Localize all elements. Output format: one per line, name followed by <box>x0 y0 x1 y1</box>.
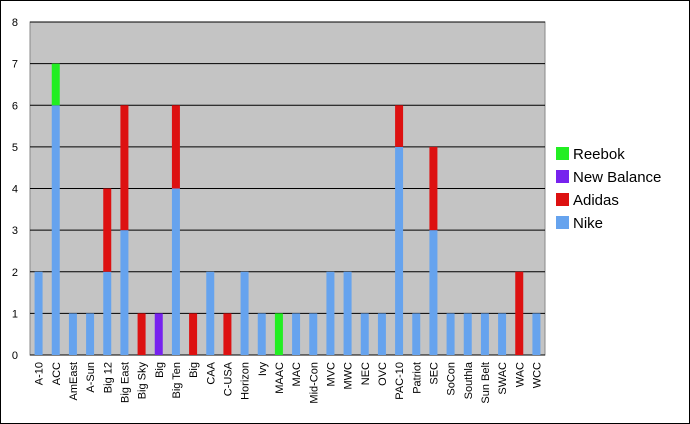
bar-segment <box>206 271 215 355</box>
x-tick-label: CAA <box>205 361 217 384</box>
y-tick-label: 3 <box>12 225 18 237</box>
bar-segment <box>171 188 180 355</box>
legend-swatch <box>556 193 569 206</box>
x-tick-label: WAC <box>514 362 526 387</box>
x-tick-label: Southla <box>463 361 475 399</box>
bar-segment <box>395 105 404 147</box>
bar-segment <box>189 313 198 355</box>
bar-segment <box>51 105 60 355</box>
x-tick-label: MAC <box>291 362 303 387</box>
bar-segment <box>515 271 524 355</box>
legend-swatch <box>556 147 569 160</box>
x-tick-label: ACC <box>51 362 63 385</box>
x-tick-label: Sun Belt <box>480 362 492 404</box>
x-tick-label: MAAC <box>274 362 286 394</box>
x-tick-label: Big 12 <box>102 362 114 393</box>
bar-segment <box>309 313 318 355</box>
bar-segment <box>429 230 438 355</box>
bar-segment <box>326 271 335 355</box>
x-tick-label: Horizon <box>240 362 252 400</box>
bar-segment <box>120 230 129 355</box>
x-tick-label: Big <box>188 362 200 378</box>
x-tick-label: NEC <box>360 362 372 385</box>
bar-segment <box>274 313 283 355</box>
bar-segment <box>429 146 438 231</box>
legend-label: Adidas <box>573 192 619 209</box>
bar-segment <box>103 188 112 272</box>
bar-segment <box>292 313 301 355</box>
y-tick-label: 7 <box>12 59 18 71</box>
legend-label: New Balance <box>573 169 661 186</box>
bar-segment <box>446 313 455 355</box>
bar-segment <box>171 105 180 189</box>
x-tick-label: SWAC <box>497 362 509 395</box>
x-tick-label: OVC <box>377 362 389 386</box>
bar-segment <box>223 313 232 355</box>
bar-segment <box>86 313 95 355</box>
bar-segment <box>498 313 507 355</box>
x-tick-label: Ivy <box>257 362 269 377</box>
bar-segment <box>120 105 129 231</box>
legend-label: Nike <box>573 215 603 232</box>
bar-segment <box>154 313 163 355</box>
bar-segment <box>257 313 266 355</box>
bar-segment <box>395 146 404 355</box>
y-tick-label: 4 <box>12 184 18 196</box>
x-tick-label: Big Sky <box>137 362 149 400</box>
bar-segment <box>377 313 386 355</box>
x-tick-label: AmEast <box>68 362 80 401</box>
y-tick-label: 5 <box>12 142 18 154</box>
x-tick-label: SoCon <box>446 362 458 396</box>
bar-segment <box>103 271 112 355</box>
bar-segment <box>412 313 421 355</box>
x-tick-label: C-USA <box>222 361 234 396</box>
x-tick-label: Big <box>154 362 166 378</box>
bar-segment <box>360 313 369 355</box>
legend-swatch <box>556 216 569 229</box>
y-tick-label: 8 <box>12 17 18 29</box>
x-tick-label: Mid-Con <box>308 362 320 404</box>
y-tick-label: 2 <box>12 267 18 279</box>
x-tick-label: Big East <box>119 362 131 403</box>
legend-swatch <box>556 170 569 183</box>
bar-segment <box>137 313 146 355</box>
legend-label: Reebok <box>573 146 625 163</box>
bar-segment <box>480 313 489 355</box>
x-tick-label: MWC <box>343 362 355 390</box>
bar-segment <box>463 313 472 355</box>
bar-segment <box>68 313 77 355</box>
y-tick-label: 6 <box>12 100 18 112</box>
x-tick-label: SEC <box>428 362 440 385</box>
x-tick-label: A-10 <box>34 362 46 385</box>
x-tick-label: A-Sun <box>85 362 97 393</box>
x-tick-label: Big Ten <box>171 362 183 399</box>
x-tick-label: PAC-10 <box>394 362 406 400</box>
bar-segment <box>343 271 352 355</box>
x-tick-label: MVC <box>325 362 337 387</box>
bar-segment <box>34 271 43 355</box>
x-tick-label: WCC <box>531 362 543 388</box>
x-tick-label: Patriot <box>411 362 423 394</box>
bar-segment <box>240 271 249 355</box>
bar-segment <box>51 63 60 106</box>
y-tick-label: 1 <box>12 308 18 320</box>
bar-segment <box>532 313 541 355</box>
y-tick-label: 0 <box>12 350 18 362</box>
